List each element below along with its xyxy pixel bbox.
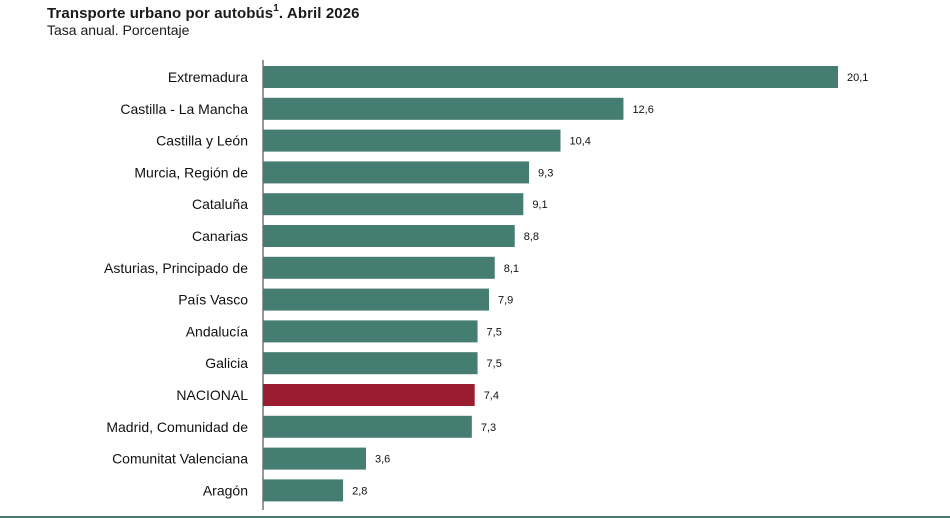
- value-label: 8,1: [504, 263, 519, 275]
- category-label: Canarias: [192, 228, 248, 244]
- chart-title: Transporte urbano por autobús1. Abril 20…: [47, 3, 360, 22]
- value-label: 12,6: [632, 104, 653, 116]
- category-label: Castilla y León: [156, 133, 248, 149]
- value-label: 7,4: [484, 390, 499, 402]
- bar-4: [263, 193, 524, 216]
- value-label: 9,3: [538, 167, 553, 179]
- bar-12: [263, 447, 366, 470]
- chart-subtitle: Tasa anual. Porcentaje: [47, 22, 190, 38]
- value-label: 2,8: [352, 485, 367, 497]
- value-label: 8,8: [524, 231, 539, 243]
- chart-title-main: Transporte urbano por autobús: [47, 5, 274, 22]
- bar-2: [263, 129, 561, 152]
- category-label: Andalucía: [186, 323, 248, 339]
- category-label: Castilla - La Mancha: [120, 101, 248, 117]
- chart-title-footnote-marker: 1: [273, 3, 279, 14]
- category-label: Extremadura: [168, 69, 248, 85]
- bar-0: [263, 66, 838, 88]
- value-label: 9,1: [532, 199, 547, 211]
- bar-9: [263, 352, 478, 375]
- chart-title-tail: . Abril 2026: [278, 5, 360, 22]
- category-label: Galicia: [205, 355, 248, 371]
- category-label: Murcia, Región de: [134, 164, 248, 180]
- bar-10: [263, 384, 475, 406]
- bar-7: [263, 288, 489, 311]
- category-label: Comunitat Valenciana: [112, 451, 248, 467]
- category-label: Asturias, Principado de: [104, 260, 248, 276]
- category-label: Aragón: [203, 482, 248, 498]
- bottom-divider: [0, 516, 950, 518]
- bar-3: [263, 161, 530, 184]
- category-label: País Vasco: [178, 292, 248, 308]
- value-label: 7,5: [487, 326, 502, 338]
- bar-11: [263, 415, 472, 438]
- value-label: 3,6: [375, 454, 390, 466]
- value-label: 7,5: [487, 358, 502, 370]
- category-label: NACIONAL: [176, 387, 248, 403]
- bar-6: [263, 256, 495, 279]
- category-label: Madrid, Comunidad de: [106, 419, 248, 435]
- value-label: 10,4: [570, 136, 591, 148]
- bar-8: [263, 320, 478, 343]
- value-label: 7,3: [481, 422, 496, 434]
- bar-13: [263, 479, 344, 502]
- bar-1: [263, 97, 624, 120]
- value-label: 20,1: [847, 72, 868, 84]
- bar-5: [263, 225, 515, 247]
- category-label: Cataluña: [192, 196, 248, 212]
- value-label: 7,9: [498, 295, 513, 307]
